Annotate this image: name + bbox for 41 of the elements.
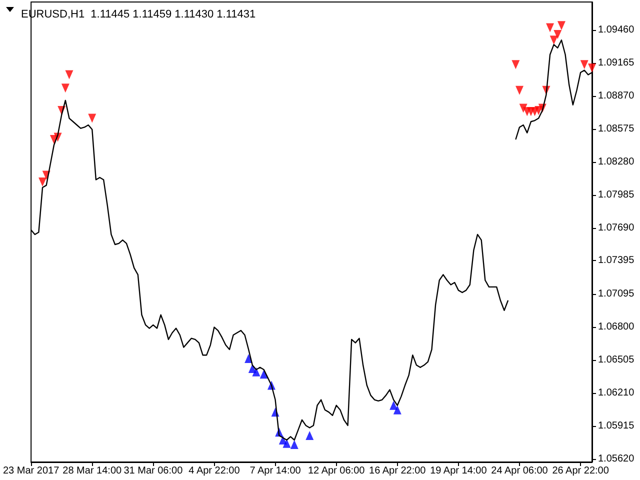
- x-tick-label: 16 Apr 22:00: [369, 466, 426, 476]
- point: [580, 60, 588, 70]
- x-tick-label: 31 Mar 06:00: [124, 466, 184, 476]
- y-tick-label: 1.05620: [598, 453, 635, 464]
- y-tick-label: 1.07095: [598, 288, 635, 300]
- point: [65, 70, 74, 80]
- y-tick-label: 1.07690: [598, 222, 635, 234]
- y-tick-label: 1.08575: [598, 123, 635, 134]
- point: [516, 86, 524, 95]
- point: [290, 440, 298, 449]
- point: [88, 114, 96, 123]
- point: [252, 367, 260, 376]
- x-tick-label: 24 Apr 06:00: [491, 466, 548, 476]
- point: [557, 21, 566, 30]
- point: [550, 36, 558, 45]
- x-tick-label: 4 Apr 22:00: [188, 466, 240, 476]
- x-tick-label: 7 Apr 14:00: [250, 466, 302, 476]
- y-tick-label: 1.05915: [598, 420, 635, 432]
- x-tick-label: 28 Mar 14:00: [62, 466, 122, 476]
- point: [546, 23, 554, 32]
- y-tick-label: 1.09165: [598, 57, 635, 68]
- point: [393, 405, 402, 414]
- x-tick-label: 26 Apr 22:00: [552, 466, 610, 476]
- y-tick-label: 1.06210: [598, 388, 635, 399]
- y-tick-label: 1.08280: [598, 156, 635, 168]
- point: [390, 400, 398, 410]
- y-tick-label: 1.08870: [598, 90, 635, 102]
- y-tick-label: 1.09460: [598, 24, 635, 36]
- y-tick-label: 1.07985: [598, 189, 635, 200]
- y-tick-label: 1.06800: [598, 322, 635, 333]
- point: [512, 60, 520, 70]
- x-tick-label: 19 Apr 14:00: [430, 466, 488, 476]
- point: [588, 64, 596, 73]
- x-tick-label: 12 Apr 06:00: [308, 466, 366, 476]
- point: [61, 84, 70, 93]
- point: [38, 177, 47, 186]
- y-tick-label: 1.07395: [598, 255, 635, 266]
- x-tick-label: 23 Mar 2017: [2, 466, 60, 476]
- point: [306, 431, 314, 440]
- y-tick-label: 1.06505: [598, 354, 635, 366]
- point: [554, 30, 562, 40]
